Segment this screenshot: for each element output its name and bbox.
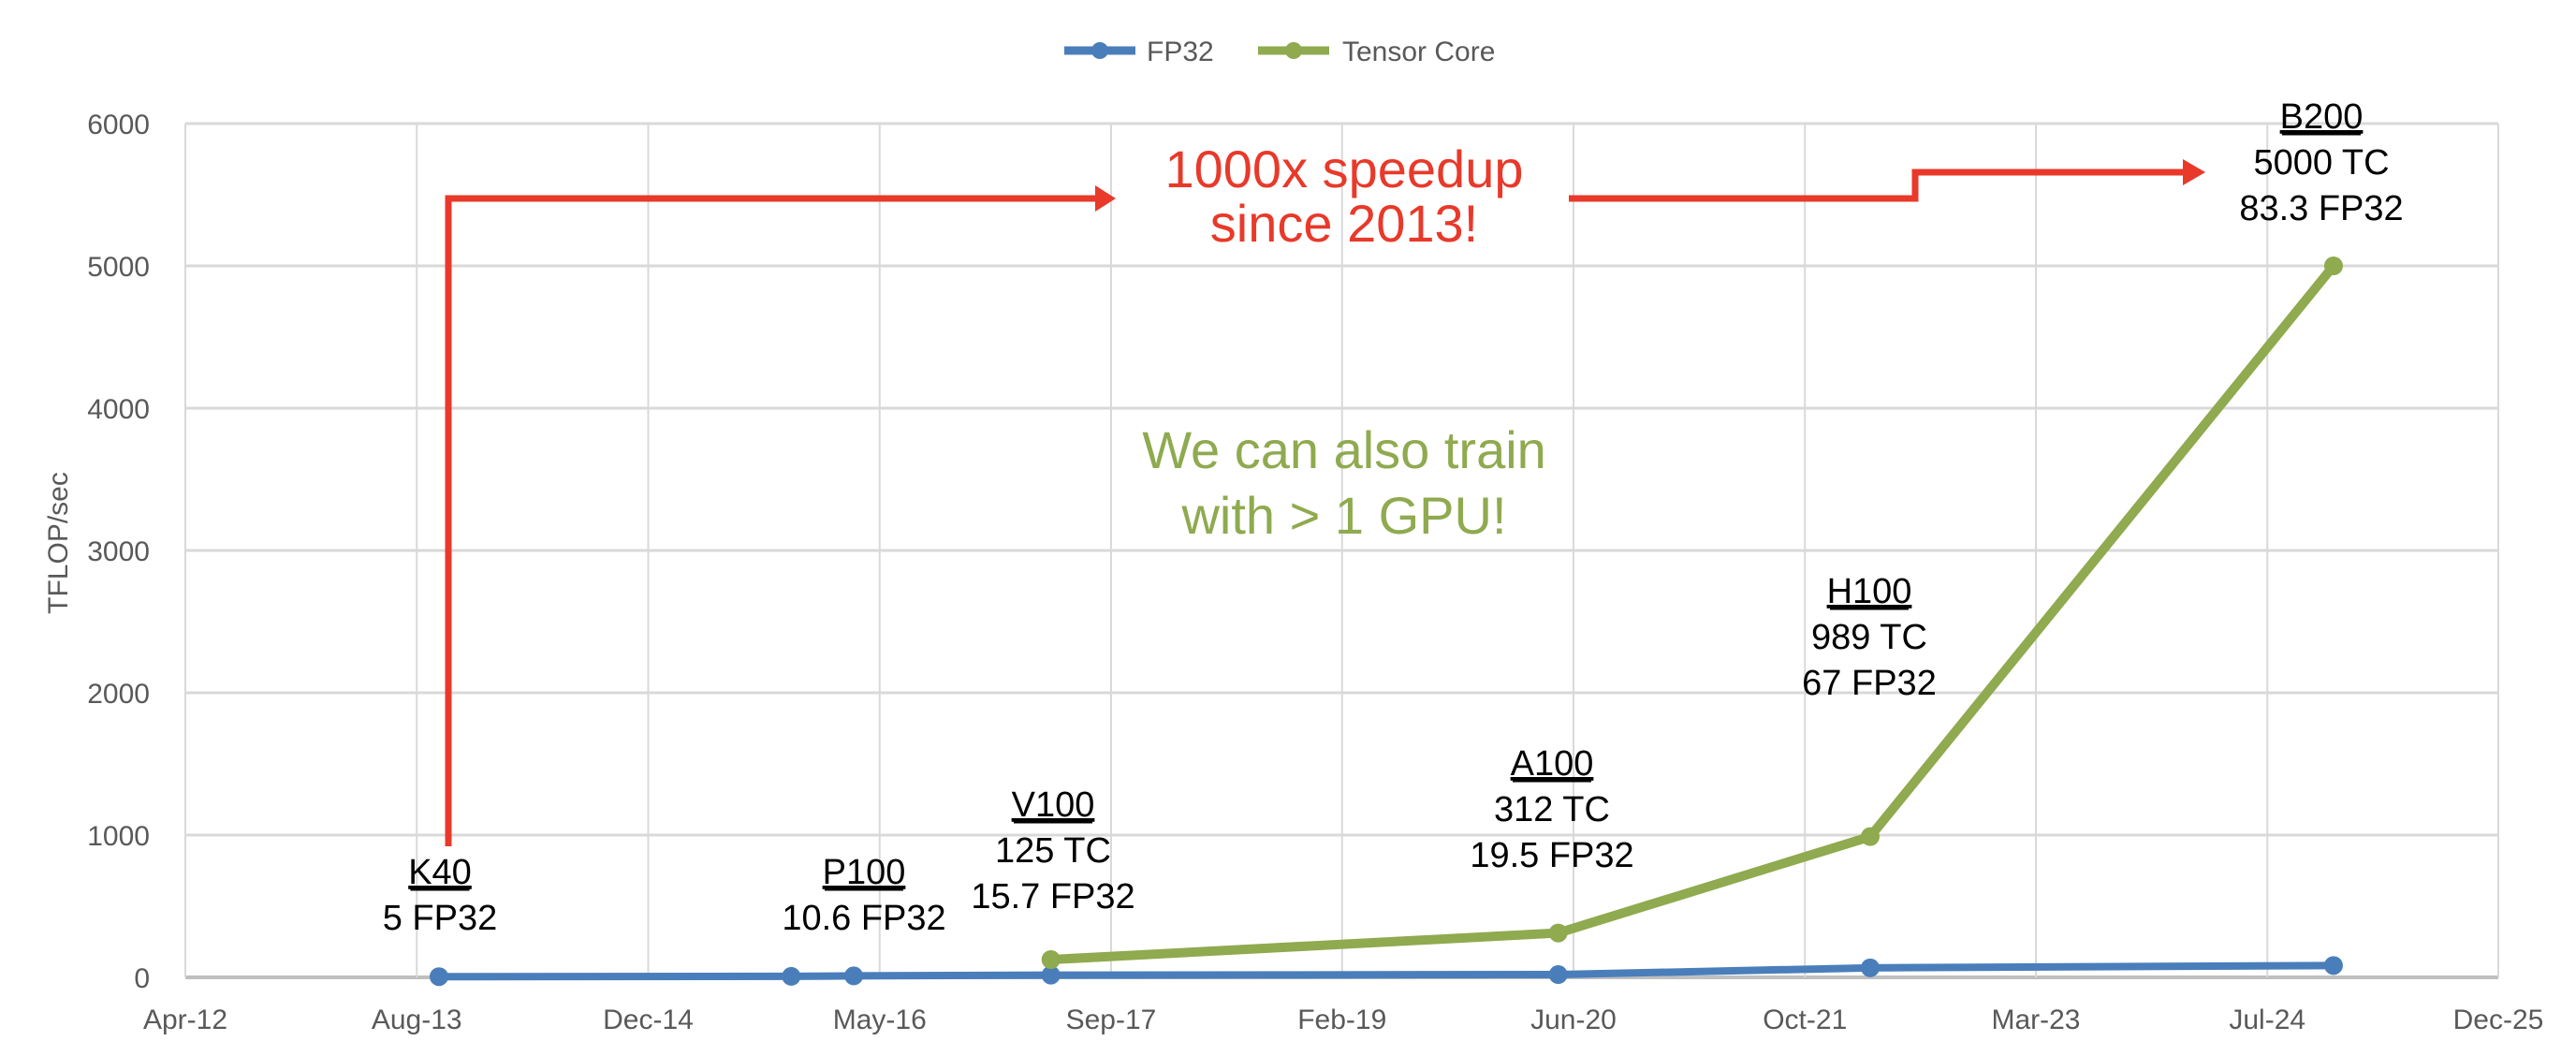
gpu-spec: 312 TC [1494, 790, 1610, 829]
gpu-name: H100 [1827, 572, 1912, 611]
gpu-spec: 989 TC [1811, 618, 1927, 657]
gpu-name: P100 [823, 853, 906, 892]
x-tick-label: Jul-24 [2229, 1005, 2305, 1035]
data-point [844, 966, 864, 986]
legend-marker [1285, 42, 1302, 59]
y-axis: 0 1000 2000 3000 4000 5000 6000 [87, 110, 150, 994]
data-point [1548, 965, 1568, 985]
legend: FP32 Tensor Core [1064, 37, 1495, 67]
data-point [1860, 958, 1880, 977]
data-point [1548, 923, 1568, 943]
x-tick-label: Dec-14 [603, 1005, 694, 1035]
gpu-spec: 5000 TC [2253, 143, 2389, 183]
gpu-spec: 5 FP32 [383, 899, 498, 938]
data-point [2323, 257, 2343, 275]
arrowhead-icon [2183, 159, 2205, 185]
y-tick-label: 0 [134, 963, 150, 994]
series-line [1050, 262, 2337, 964]
y-tick-label: 5000 [87, 252, 150, 283]
data-point [1041, 950, 1061, 969]
x-tick-label: May-16 [833, 1005, 927, 1035]
gpu-annotations: K40 5 FP32 P100 10.6 FP32 V100 125 TC 15.7 FP3… [383, 97, 2404, 938]
gpu-spec: 10.6 FP32 [782, 899, 945, 938]
y-tick-label: 6000 [87, 110, 150, 140]
x-tick-label: Dec-25 [2453, 1005, 2544, 1035]
speedup-callout-line1: 1000x speedup [1164, 139, 1523, 198]
data-point [782, 966, 801, 986]
series-tensor-core [1041, 257, 2343, 969]
legend-marker [1091, 42, 1108, 59]
annotation-h100: H100 989 TC 67 FP32 [1802, 572, 1937, 703]
data-point [429, 967, 448, 987]
x-tick-label: Mar-23 [1991, 1005, 2080, 1035]
gpu-spec: 15.7 FP32 [971, 877, 1134, 917]
annotation-p100: P100 10.6 FP32 [782, 853, 945, 938]
data-point [1041, 965, 1061, 985]
legend-label: FP32 [1147, 37, 1214, 67]
annotation-k40: K40 5 FP32 [383, 853, 498, 938]
gpu-spec: 125 TC [995, 831, 1111, 871]
y-axis-label: TFLOP/sec [43, 472, 74, 614]
multi-gpu-callout-line1: We can also train [1142, 420, 1546, 479]
arrowhead-icon [1095, 185, 1116, 212]
arrow-segment-2 [1569, 169, 2185, 202]
y-tick-label: 4000 [87, 394, 150, 425]
gpu-name: B200 [2280, 97, 2364, 137]
x-axis: Apr-12 Aug-13 Dec-14 May-16 Sep-17 Feb-19 Jun-… [143, 1005, 2543, 1035]
x-tick-label: Feb-19 [1297, 1005, 1386, 1035]
series-fp32 [429, 956, 2343, 987]
arrow-segment-1 [445, 195, 1097, 846]
series [429, 257, 2343, 987]
speedup-callout-line2: since 2013! [1210, 194, 1478, 253]
x-tick-label: Sep-17 [1066, 1005, 1157, 1035]
annotation-v100: V100 125 TC 15.7 FP32 [971, 785, 1134, 917]
x-tick-label: Aug-13 [372, 1005, 462, 1035]
data-point [1860, 827, 1880, 846]
x-tick-label: Jun-20 [1530, 1005, 1617, 1035]
gpu-name: A100 [1511, 744, 1594, 784]
y-tick-label: 3000 [87, 536, 150, 567]
multi-gpu-callout-line2: with > 1 GPU! [1180, 486, 1506, 545]
gpu-spec: 83.3 FP32 [2239, 189, 2403, 228]
gpu-spec: 19.5 FP32 [1470, 836, 1633, 875]
legend-label: Tensor Core [1342, 37, 1495, 67]
annotation-a100: A100 312 TC 19.5 FP32 [1470, 744, 1633, 875]
x-tick-label: Apr-12 [143, 1005, 227, 1035]
gpu-name: K40 [408, 853, 472, 892]
series-line [438, 961, 2334, 981]
annotation-b200: B200 5000 TC 83.3 FP32 [2239, 97, 2403, 228]
y-tick-label: 1000 [87, 821, 150, 852]
gpu-name: V100 [1012, 785, 1095, 825]
y-tick-label: 2000 [87, 679, 150, 710]
data-point [2323, 956, 2343, 975]
grid [184, 122, 2499, 979]
x-tick-label: Oct-21 [1763, 1005, 1847, 1035]
speedup-arrow [445, 159, 2205, 846]
gpu-spec: 67 FP32 [1802, 664, 1937, 703]
